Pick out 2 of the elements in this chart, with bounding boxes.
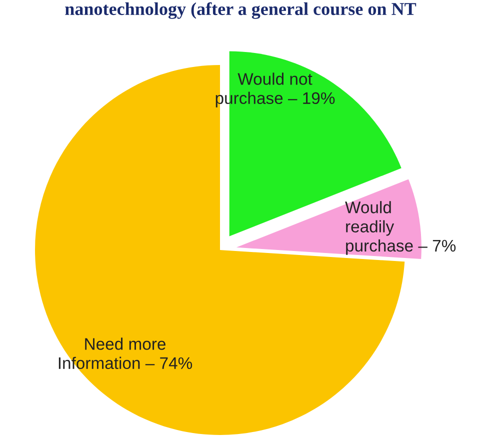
chart-title: nanotechnology (after a general course on NT <box>65 2 416 19</box>
slice-label: Would readily purchase – 7% <box>345 201 456 255</box>
